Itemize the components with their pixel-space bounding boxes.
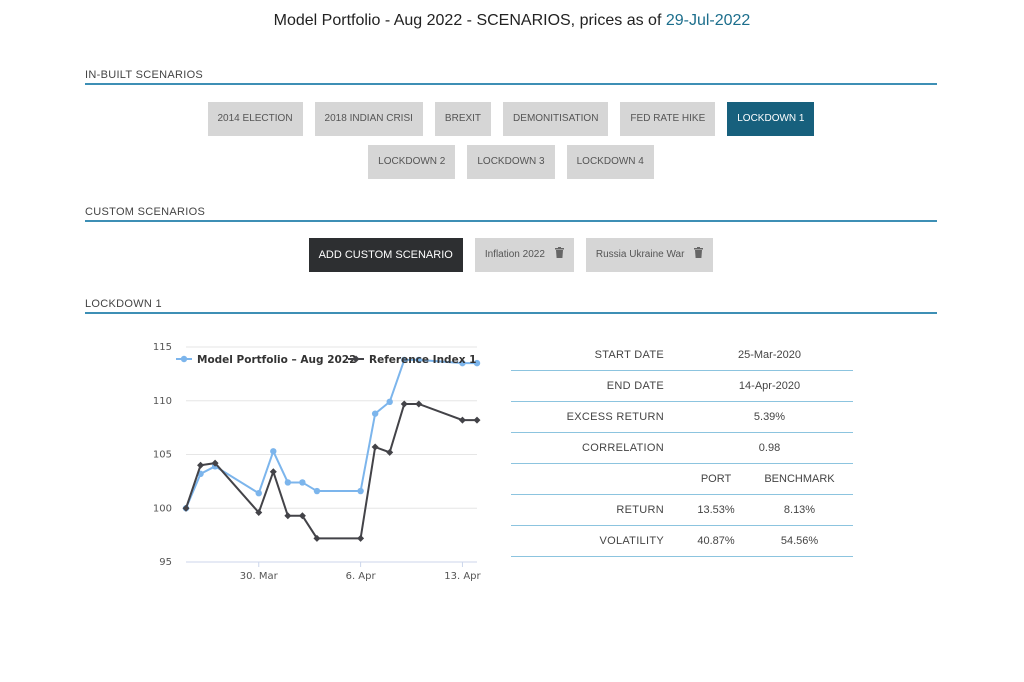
correlation-label: CORRELATION	[511, 432, 686, 464]
stats-row-start-date: START DATE 25-Mar-2020	[511, 340, 853, 371]
end-date-value: 14-Apr-2020	[686, 370, 853, 402]
reference-data-point	[357, 534, 365, 542]
volatility-benchmark-value: 54.56%	[746, 525, 853, 557]
portfolio-data-point	[284, 479, 292, 486]
inbuilt-row-2: LOCKDOWN 2 LOCKDOWN 3 LOCKDOWN 4	[85, 145, 937, 179]
portfolio-data-point	[313, 487, 321, 495]
y-tick-label: 105	[153, 450, 172, 461]
portfolio-data-point	[270, 448, 277, 455]
reference-data-point	[386, 448, 394, 456]
reference-data-point	[269, 468, 277, 476]
scenario-line-chart: 95 100 105 110 115 30. Mar 6. Apr 13. Apr Model …	[153, 342, 482, 582]
y-tick-label: 115	[153, 342, 172, 353]
portfolio-data-point	[386, 398, 393, 406]
portfolio-data-point	[255, 490, 262, 497]
stats-row-volatility: VOLATILITY 40.87% 54.56%	[511, 525, 853, 557]
trash-icon[interactable]	[554, 247, 564, 258]
portfolio-data-point	[473, 359, 481, 367]
scenario-button-demonitisation[interactable]: DEMONITISATION	[503, 102, 609, 136]
portfolio-data-point	[415, 356, 422, 364]
scenario-button-lockdown-4[interactable]: LOCKDOWN 4	[566, 145, 654, 179]
custom-scenario-label: Inflation 2022	[484, 249, 545, 260]
return-port-value: 13.53%	[686, 494, 746, 526]
scenario-button-2018-indian-crisis[interactable]: 2018 INDIAN CRISI	[314, 102, 423, 136]
reference-data-point	[415, 400, 423, 408]
start-date-value: 25-Mar-2020	[686, 340, 853, 371]
inbuilt-row-1: 2014 ELECTION 2018 INDIAN CRISI BREXIT DEMO…	[85, 102, 937, 136]
return-label: RETURN	[511, 494, 686, 526]
reference-series-line	[185, 402, 477, 540]
x-tick-label: 13. Apr	[444, 571, 481, 582]
stats-row-excess-return: EXCESS RETURN 5.39%	[511, 401, 853, 433]
portfolio-data-point	[299, 479, 306, 486]
y-tick-label: 110	[153, 396, 172, 407]
legend-label: Reference Index 1	[369, 354, 476, 366]
trash-icon[interactable]	[694, 247, 704, 258]
custom-scenario-russia-ukraine-war[interactable]: Russia Ukraine War	[585, 238, 714, 272]
reference-data-point	[473, 416, 481, 424]
stats-header-row: PORT BENCHMARK	[511, 463, 853, 495]
reference-data-point	[182, 504, 190, 512]
price-date: 29-Jul-2022	[665, 12, 751, 29]
result-heading: LOCKDOWN 1	[85, 298, 937, 314]
volatility-port-value: 40.87%	[686, 525, 746, 557]
portfolio-data-point	[401, 356, 408, 364]
scenario-button-brexit[interactable]: BREXIT	[434, 102, 492, 136]
custom-scenario-label: Russia Ukraine War	[595, 249, 685, 260]
x-tick-label: 30. Mar	[240, 571, 279, 582]
start-date-label: START DATE	[511, 340, 686, 371]
port-column-header: PORT	[686, 463, 746, 495]
reference-data-point	[313, 534, 321, 542]
legend-marker	[352, 355, 360, 363]
add-custom-scenario-button[interactable]: ADD CUSTOM SCENARIO	[308, 238, 463, 272]
scenario-button-lockdown-2[interactable]: LOCKDOWN 2	[368, 145, 456, 179]
reference-data-point	[284, 512, 292, 520]
custom-row: ADD CUSTOM SCENARIO Inflation 2022 Russia …	[85, 238, 937, 272]
legend-label: Model Portfolio – Aug 2022	[197, 354, 356, 366]
y-tick-label: 100	[153, 503, 172, 514]
end-date-label: END DATE	[511, 370, 686, 402]
scenario-button-lockdown-1[interactable]: LOCKDOWN 1	[727, 102, 815, 136]
scenario-stats-table: START DATE 25-Mar-2020 END DATE 14-Apr-2…	[511, 340, 853, 557]
portfolio-data-point	[459, 359, 466, 367]
portfolio-data-point	[357, 487, 364, 495]
custom-scenarios-heading: CUSTOM SCENARIOS	[85, 206, 937, 222]
portfolio-data-point	[371, 410, 379, 417]
volatility-label: VOLATILITY	[511, 525, 686, 557]
benchmark-column-header: BENCHMARK	[746, 463, 853, 495]
legend-marker	[180, 355, 188, 363]
reference-data-point	[255, 509, 263, 517]
return-benchmark-value: 8.13%	[746, 494, 853, 526]
stats-row-return: RETURN 13.53% 8.13%	[511, 494, 853, 526]
reference-data-point	[298, 512, 306, 520]
inbuilt-scenarios-heading: IN-BUILT SCENARIOS	[85, 69, 937, 85]
scenario-button-lockdown-3[interactable]: LOCKDOWN 3	[467, 145, 555, 179]
correlation-value: 0.98	[686, 432, 853, 464]
reference-data-point	[197, 461, 205, 469]
page-title: Model Portfolio - Aug 2022 - SCENARIOS, …	[273, 12, 751, 29]
portfolio-series-line	[185, 358, 477, 509]
stats-row-end-date: END DATE 14-Apr-2020	[511, 370, 853, 402]
scenario-button-2014-election[interactable]: 2014 ELECTION	[207, 102, 303, 136]
custom-scenario-inflation-2022[interactable]: Inflation 2022	[474, 238, 574, 272]
reference-data-point	[458, 416, 466, 424]
excess-return-value: 5.39%	[686, 401, 853, 433]
reference-data-point	[371, 443, 379, 451]
reference-data-point	[211, 459, 219, 467]
stats-row-correlation: CORRELATION 0.98	[511, 432, 853, 464]
excess-return-label: EXCESS RETURN	[511, 401, 686, 433]
y-tick-label: 95	[159, 557, 172, 568]
reference-data-point	[400, 400, 408, 408]
x-tick-label: 6. Apr	[346, 571, 377, 582]
scenario-button-fed-rate-hike[interactable]: FED RATE HIKE	[620, 102, 716, 136]
